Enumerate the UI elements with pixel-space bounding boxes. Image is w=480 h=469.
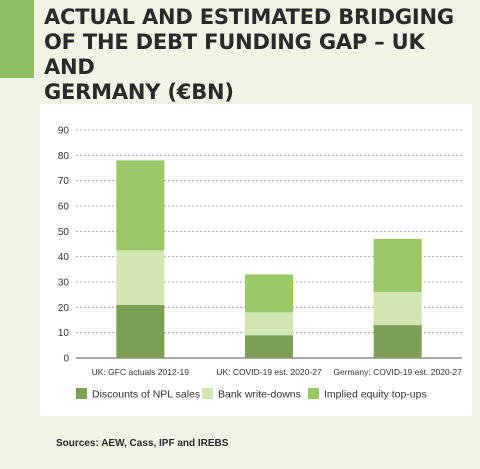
bar-3-series-2 [373, 292, 422, 326]
bar-1-series-2 [116, 250, 165, 305]
x-tick-label-2: UK: COVID-19 est. 2020-27 [216, 367, 322, 377]
bar-3-series-1 [373, 325, 422, 358]
y-tick-label-20: 20 [58, 303, 70, 314]
y-tick-label-80: 80 [58, 151, 70, 162]
legend-swatch-1 [76, 388, 87, 399]
y-tick-label-90: 90 [58, 126, 70, 137]
legend-label-3: Implied equity top-ups [324, 389, 427, 401]
sources-note: Sources: AEW, Cass, IPF and IREBS [56, 438, 229, 449]
stacked-bar-chart: 0 10 20 30 40 50 60 70 80 90 UK: GFC actuals 2012-… [58, 126, 462, 401]
bar-2-series-1 [245, 335, 293, 358]
title-line-1: ACTUAL AND ESTIMATED BRIDGING [44, 5, 454, 29]
y-tick-label-70: 70 [58, 176, 70, 187]
title-accent-bar [0, 0, 34, 78]
legend-swatch-2 [202, 388, 213, 399]
bar-1-series-3 [116, 160, 165, 251]
bar-1-series-1 [116, 304, 165, 358]
legend-label-1: Discounts of NPL sales [92, 389, 200, 401]
legend-label-2: Bank write-downs [218, 389, 301, 401]
bar-3-series-3 [373, 238, 422, 293]
bar-2-series-2 [245, 312, 293, 336]
y-tick-label-10: 10 [58, 328, 70, 339]
x-tick-label-1: UK: GFC actuals 2012-19 [92, 367, 190, 377]
title-line-2: OF THE DEBT FUNDING GAP – UK AND [44, 30, 425, 79]
y-tick-label-30: 30 [58, 278, 70, 289]
y-tick-label-0: 0 [63, 354, 69, 365]
y-tick-label-50: 50 [58, 227, 70, 238]
legend-swatch-3 [308, 388, 319, 399]
y-tick-label-60: 60 [58, 202, 70, 213]
chart-panel: 0 10 20 30 40 50 60 70 80 90 UK: GFC actuals 2012-… [40, 104, 472, 416]
chart-title: ACTUAL AND ESTIMATED BRIDGING OF THE DEB… [44, 5, 474, 105]
y-tick-label-40: 40 [58, 252, 70, 263]
x-tick-label-3: Germany: COVID-19 est. 2020-27 [333, 367, 462, 377]
title-line-3: GERMANY (€BN) [44, 80, 234, 104]
bar-2-series-3 [245, 274, 293, 313]
